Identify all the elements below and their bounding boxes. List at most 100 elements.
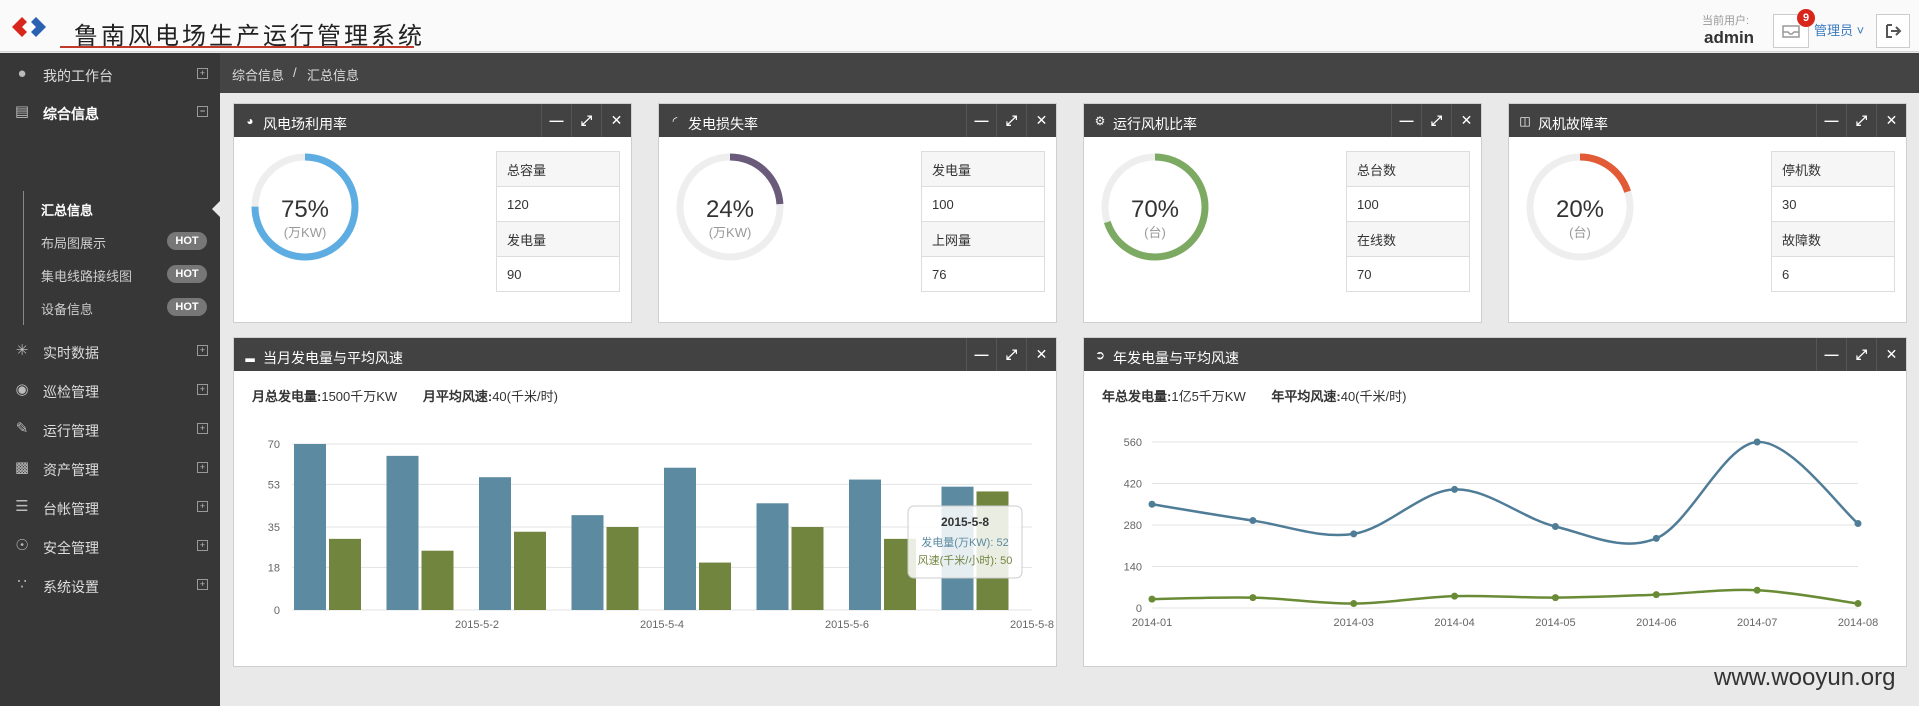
pencil-icon: ✎ [15, 420, 29, 437]
expand-button[interactable]: ⤢ [1846, 338, 1876, 371]
expand-icon[interactable]: + [197, 579, 208, 590]
sidebar-subitem-wiring[interactable]: 集电线路接线图 HOT [0, 257, 220, 290]
expand-icon[interactable]: + [197, 462, 208, 473]
bar [386, 455, 419, 610]
x-tick-label: 2015-5-8 [1010, 619, 1054, 631]
sidebar-item-safety[interactable]: ☉ 安全管理 + [0, 527, 220, 565]
stat-label: 发电量 [921, 151, 1045, 187]
breadcrumb-parent-link[interactable]: 综合信息 [232, 68, 285, 83]
data-point [1451, 592, 1459, 600]
logout-button[interactable] [1876, 14, 1910, 48]
stat-value: 120 [496, 186, 620, 222]
y-tick-label: 140 [1124, 562, 1142, 574]
expand-icon[interactable]: + [197, 540, 208, 551]
expand-icon[interactable]: + [197, 423, 208, 434]
panel-title: 风机故障率 [1538, 116, 1608, 132]
ring-arc [676, 153, 784, 261]
data-point [1350, 600, 1358, 608]
close-button[interactable]: ✕ [601, 104, 631, 137]
sidebar-subitem-layout[interactable]: 布局图展示 HOT [0, 224, 220, 257]
kpi-panel-fault-rate: ◫ 风机故障率 — ⤢ ✕ 20% (台) 停机数 30 故障数 6 [1508, 103, 1907, 323]
ring-arc [1526, 153, 1634, 261]
expand-icon[interactable]: + [197, 68, 208, 79]
minimize-button[interactable]: — [541, 104, 571, 137]
sidebar-subitem-equipment[interactable]: 设备信息 HOT [0, 290, 220, 323]
sidebar-item-workbench[interactable]: ● 我的工作台 + [0, 55, 220, 93]
sidebar-item-realtime[interactable]: ✳ 实时数据 + [0, 332, 220, 370]
expand-button[interactable]: ⤢ [1846, 104, 1876, 137]
minimize-button[interactable]: — [966, 338, 996, 371]
close-button[interactable]: ✕ [1026, 338, 1056, 371]
stat-label: 总容量 [496, 151, 620, 187]
expand-button[interactable]: ⤢ [1421, 104, 1451, 137]
title-underline [60, 46, 414, 48]
sign-out-icon [1886, 24, 1902, 38]
header-bar: 鲁南风电场生产运行管理系统 当前用户: admin 9 管理员 ˅ [0, 0, 1919, 52]
summary-value: 1亿5千万KW [1171, 389, 1246, 404]
expand-button[interactable]: ⤢ [996, 104, 1026, 137]
data-point [1551, 522, 1559, 530]
y-tick-label: 35 [268, 522, 280, 534]
camera-icon: ◉ [15, 381, 29, 398]
sidebar-item-label: 实时数据 [43, 345, 99, 361]
loss-rate-ring [676, 153, 784, 261]
summary-label: 月平均风速: [422, 389, 493, 404]
bar [849, 479, 881, 610]
role-dropdown[interactable]: 管理员 ˅ [1814, 23, 1865, 38]
kpi-unit: (万KW) [708, 225, 752, 240]
expand-icon[interactable]: + [197, 501, 208, 512]
running-ratio-ring [1101, 153, 1209, 261]
sidebar-subitem-label: 设备信息 [41, 302, 94, 317]
sidebar-subitem-label: 集电线路接线图 [41, 269, 133, 284]
dashboard-icon: ◕ [246, 114, 254, 128]
lifebuoy-icon: ☉ [15, 537, 29, 554]
series-line [1151, 440, 1859, 545]
expand-icon[interactable]: + [197, 345, 208, 356]
x-tick-label: 2014-07 [1737, 617, 1777, 629]
sidebar-item-ledger[interactable]: ☰ 台帐管理 + [0, 488, 220, 526]
minimize-button[interactable]: — [1391, 104, 1421, 137]
minimize-button[interactable]: — [966, 104, 996, 137]
stat-value: 100 [1346, 186, 1470, 222]
close-button[interactable]: ✕ [1876, 104, 1906, 137]
stat-label: 上网量 [921, 221, 1045, 257]
x-tick-label: 2015-5-2 [455, 619, 499, 631]
minimize-button[interactable]: — [1816, 338, 1846, 371]
sidebar-item-operation[interactable]: ✎ 运行管理 + [0, 410, 220, 448]
puzzle-icon: ▩ [14, 459, 30, 476]
bar [294, 444, 326, 610]
sidebar-item-label: 台帐管理 [43, 501, 99, 517]
stat-value: 70 [1346, 256, 1470, 292]
x-tick-label: 2014-08 [1838, 617, 1878, 629]
ring-arc [251, 153, 359, 261]
hot-badge: HOT [167, 298, 207, 316]
close-button[interactable]: ✕ [1876, 338, 1906, 371]
expand-button[interactable]: ⤢ [996, 338, 1026, 371]
sidebar-item-label: 运行管理 [43, 423, 99, 439]
kpi-stat-table: 总容量 120 发电量 90 [496, 151, 620, 292]
minimize-button[interactable]: — [1816, 104, 1846, 137]
sidebar-item-inspection[interactable]: ◉ 巡检管理 + [0, 371, 220, 409]
collapse-icon[interactable]: − [197, 106, 208, 117]
kpi-unit: (台) [1569, 225, 1591, 240]
y-tick-label: 560 [1124, 437, 1142, 449]
sidebar-item-settings[interactable]: ∵ 系统设置 + [0, 566, 220, 604]
x-tick-label: 2014-03 [1334, 617, 1374, 629]
sidebar-item-assets[interactable]: ▩ 资产管理 + [0, 449, 220, 487]
close-button[interactable]: ✕ [1026, 104, 1056, 137]
expand-icon[interactable]: + [197, 384, 208, 395]
close-button[interactable]: ✕ [1451, 104, 1481, 137]
spinner-icon: ∵ [17, 576, 27, 593]
expand-button[interactable]: ⤢ [571, 104, 601, 137]
bar [699, 562, 731, 610]
yearly-summary: 年总发电量:1亿5千万KW 年平均风速:40(千米/时) [1102, 386, 1406, 405]
app-logo [12, 17, 46, 37]
x-tick-label: 2015-5-6 [825, 619, 869, 631]
sidebar-subitem-summary[interactable]: 汇总信息 [0, 191, 220, 224]
sidebar-item-overview[interactable]: ▤ 综合信息 − [0, 93, 220, 131]
current-user-label: 当前用户: [1702, 15, 1750, 27]
kpi-unit: (万KW) [283, 225, 327, 240]
kpi-stat-table: 发电量 100 上网量 76 [921, 151, 1045, 292]
database-icon: ☰ [15, 498, 29, 515]
kpi-panel-loss-rate: ◜ 发电损失率 — ⤢ ✕ 24% (万KW) 发电量 100 上网量 76 [658, 103, 1057, 323]
